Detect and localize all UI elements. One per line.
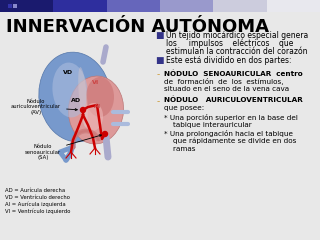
- Bar: [107, 0, 160, 12]
- Circle shape: [81, 108, 85, 113]
- Text: AI: AI: [94, 104, 102, 109]
- Text: NÓDULO  SENOAURICULAR  centro: NÓDULO SENOAURICULAR centro: [164, 70, 303, 77]
- Text: situado en el seno de la vena cava: situado en el seno de la vena cava: [164, 86, 289, 92]
- Text: estimulan la contracción del corazón: estimulan la contracción del corazón: [166, 47, 308, 56]
- Ellipse shape: [68, 76, 124, 144]
- Ellipse shape: [83, 103, 103, 131]
- Text: VI: VI: [92, 79, 100, 84]
- Text: ramas: ramas: [164, 146, 196, 152]
- Bar: [8, 4, 12, 8]
- Bar: [213, 0, 267, 12]
- Text: ■: ■: [155, 56, 164, 65]
- Ellipse shape: [52, 63, 88, 117]
- Bar: [267, 0, 320, 12]
- Text: NÓDULO   AURICULOVENTRICULAR: NÓDULO AURICULOVENTRICULAR: [164, 97, 303, 103]
- Text: de  formación  de  los  estímulos,: de formación de los estímulos,: [164, 78, 284, 85]
- Bar: [160, 0, 213, 12]
- Text: Un tejido miocárdico especial genera: Un tejido miocárdico especial genera: [166, 31, 308, 40]
- Bar: [53, 0, 107, 12]
- Text: VD: VD: [63, 70, 73, 74]
- Ellipse shape: [86, 77, 114, 117]
- Text: ■: ■: [155, 31, 164, 40]
- Bar: [13, 4, 17, 8]
- Text: * Una porción superior en la base del: * Una porción superior en la base del: [164, 114, 298, 121]
- Text: -: -: [157, 97, 160, 106]
- Circle shape: [102, 132, 108, 137]
- Text: -: -: [157, 70, 160, 79]
- Text: Nódulo
auriculoventricular
(AV): Nódulo auriculoventricular (AV): [11, 99, 77, 115]
- Text: * Una prolongación hacia el tabique: * Una prolongación hacia el tabique: [164, 130, 293, 137]
- Bar: [0, 0, 53, 12]
- Text: que posee:: que posee:: [164, 105, 204, 111]
- Text: INNERVACIÓN AUTÓNOMA: INNERVACIÓN AUTÓNOMA: [6, 18, 269, 36]
- Text: Este está dividido en dos partes:: Este está dividido en dos partes:: [166, 56, 292, 65]
- Ellipse shape: [78, 67, 88, 127]
- Bar: [3, 4, 7, 8]
- Text: los     impulsos    eléctricos    que: los impulsos eléctricos que: [166, 39, 293, 48]
- Ellipse shape: [39, 52, 111, 142]
- Text: AD = Aurícula derecha
VD = Ventrículo derecho
AI = Aurícula izquierda
VI = Ventr: AD = Aurícula derecha VD = Ventrículo de…: [5, 188, 70, 214]
- Text: tabique interauricular: tabique interauricular: [164, 122, 252, 128]
- Text: que rápidamente se divide en dos: que rápidamente se divide en dos: [164, 138, 296, 144]
- Text: AD: AD: [71, 97, 81, 102]
- Text: Nódulo
senoauricular
(SA): Nódulo senoauricular (SA): [25, 135, 101, 160]
